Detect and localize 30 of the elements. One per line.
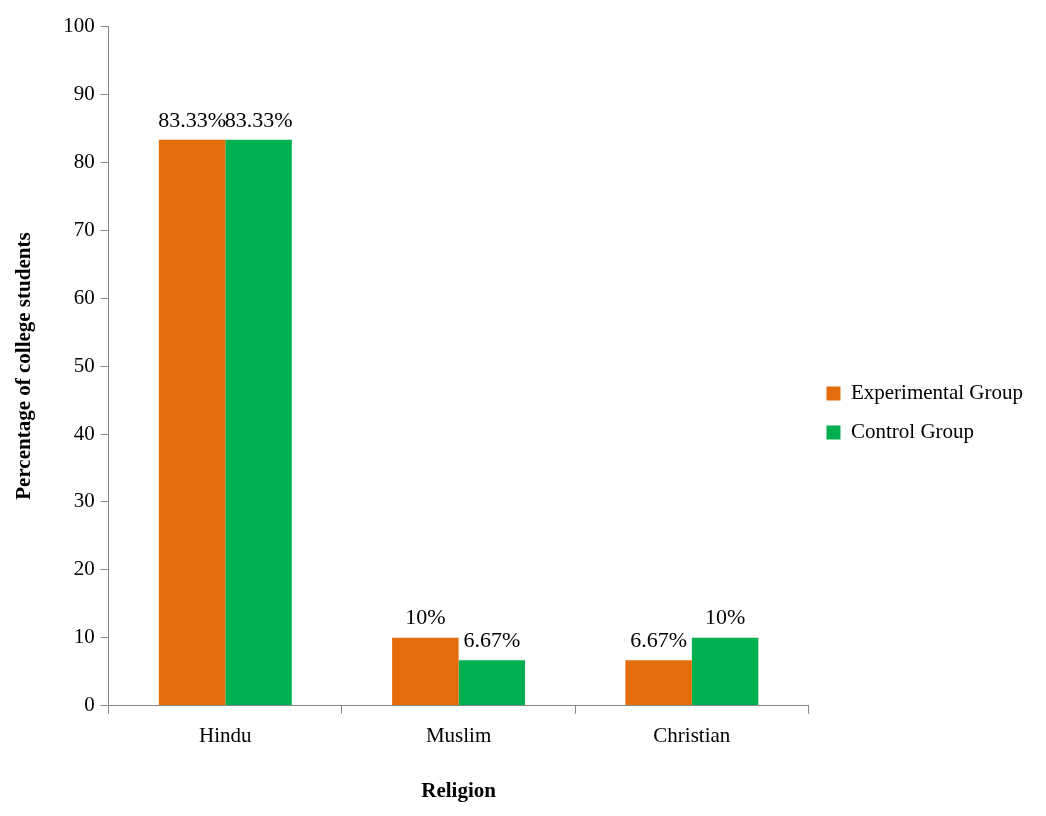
y-tick-label: 60 [73, 284, 95, 309]
legend-label: Control Group [850, 419, 975, 444]
x-tick-label: Christian [653, 722, 731, 747]
data-label: 83.33% [158, 106, 226, 132]
bar [158, 139, 226, 706]
data-label: 10% [704, 604, 746, 630]
y-tick-label: 50 [73, 352, 95, 377]
bar [691, 637, 759, 706]
bar [458, 660, 526, 706]
legend-label: Experimental Group [850, 380, 1023, 405]
data-label: 6.67% [463, 627, 521, 653]
bar [392, 637, 459, 706]
y-tick-label: 90 [73, 81, 95, 106]
data-label: 6.67% [630, 627, 688, 653]
data-label: 10% [405, 604, 446, 630]
y-tick-label: 10 [73, 624, 95, 649]
y-tick-label: 70 [73, 216, 95, 241]
bar [225, 139, 292, 706]
y-tick-label: 100 [63, 13, 95, 38]
y-tick-label: 40 [73, 420, 95, 445]
y-tick-label: 20 [73, 556, 95, 581]
x-axis-title: Religion [421, 777, 497, 802]
x-tick-label: Hindu [199, 722, 253, 747]
data-label: 83.33% [224, 106, 293, 132]
y-tick-label: 80 [73, 148, 95, 173]
y-tick-label: 30 [73, 488, 95, 513]
y-axis-title: Percentage of college students [11, 232, 36, 500]
y-tick-label: 0 [84, 692, 95, 717]
bar [625, 660, 692, 706]
x-tick-label: Muslim [425, 722, 492, 747]
